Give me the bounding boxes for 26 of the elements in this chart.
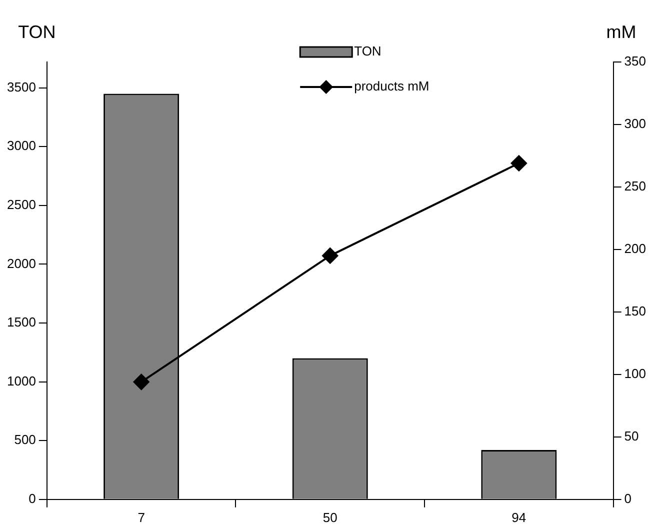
y2-tick-label: 300: [624, 116, 646, 132]
y-tick-label: 2000: [7, 256, 36, 271]
y2-tick-label: 50: [624, 428, 639, 444]
x-tick-label: 50: [322, 510, 338, 525]
y2-tick-label: 150: [624, 304, 646, 319]
x-tick-label: 7: [138, 510, 145, 525]
point: [322, 248, 338, 264]
y2-tick-label: 100: [624, 366, 646, 382]
y-axis-title: TON: [18, 22, 56, 42]
x-tick-label: 94: [512, 510, 526, 525]
y-tick-label: 2500: [7, 197, 36, 212]
y-tick-label: 3500: [7, 79, 36, 94]
y2-tick-label: 350: [624, 54, 646, 69]
legend-label: products mM: [354, 78, 430, 94]
point: [510, 155, 527, 172]
legend-label: TON: [354, 44, 382, 59]
y-tick-label: 1000: [7, 373, 36, 388]
point: [133, 374, 150, 390]
y2-tick-label: 0: [624, 490, 632, 506]
y-tick-label: 0: [28, 490, 36, 506]
y-tick-label: 3000: [7, 138, 36, 154]
y-tick-label: 1500: [7, 314, 36, 330]
y-tick-label: 500: [14, 432, 36, 448]
y2-tick-label: 200: [624, 241, 646, 256]
y2-tick-label: 250: [624, 178, 646, 194]
y2-axis-title: mM: [606, 22, 636, 42]
